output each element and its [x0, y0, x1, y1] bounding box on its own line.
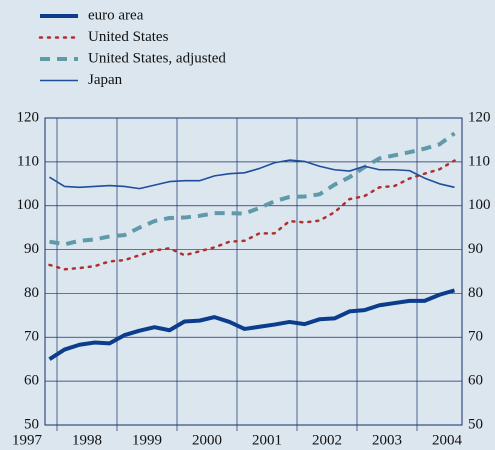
- x-tick-label: 1997: [12, 432, 43, 448]
- series-line: [48, 159, 456, 271]
- series-line: [48, 288, 456, 361]
- y-tick-label: 90: [24, 241, 39, 257]
- plot-area: [44, 117, 463, 426]
- y-tick-label: 80: [24, 285, 39, 301]
- y2-tick-label: 110: [468, 153, 490, 169]
- y2-tick-label: 50: [468, 416, 483, 432]
- y-tick-label: 60: [24, 373, 39, 389]
- series-line: [49, 131, 456, 247]
- legend-label: Japan: [88, 72, 123, 88]
- x-tick-label: 2001: [252, 432, 282, 448]
- y-tick-label: 100: [17, 197, 40, 213]
- y-tick-label: 70: [24, 329, 39, 345]
- y-tick-label: 120: [17, 109, 40, 125]
- x-tick-label: 1998: [72, 432, 102, 448]
- x-tick-label: 2000: [192, 432, 222, 448]
- legend-label: United States: [88, 29, 169, 45]
- series-line: [49, 159, 455, 190]
- y2-tick-label: 90: [468, 241, 483, 257]
- x-tick-label: 1999: [132, 432, 162, 448]
- y2-tick-label: 120: [468, 109, 491, 125]
- legend-label: euro area: [88, 7, 144, 23]
- legend-label: United States, adjusted: [88, 50, 226, 66]
- x-tick-label: 2004: [432, 432, 463, 448]
- x-tick-label: 2003: [372, 432, 402, 448]
- y2-tick-label: 60: [468, 373, 483, 389]
- y2-tick-label: 80: [468, 285, 483, 301]
- y-tick-label: 50: [24, 416, 39, 432]
- y-tick-label: 110: [17, 153, 39, 169]
- y2-tick-label: 100: [468, 197, 491, 213]
- x-tick-label: 2002: [312, 432, 342, 448]
- y2-tick-label: 70: [468, 329, 483, 345]
